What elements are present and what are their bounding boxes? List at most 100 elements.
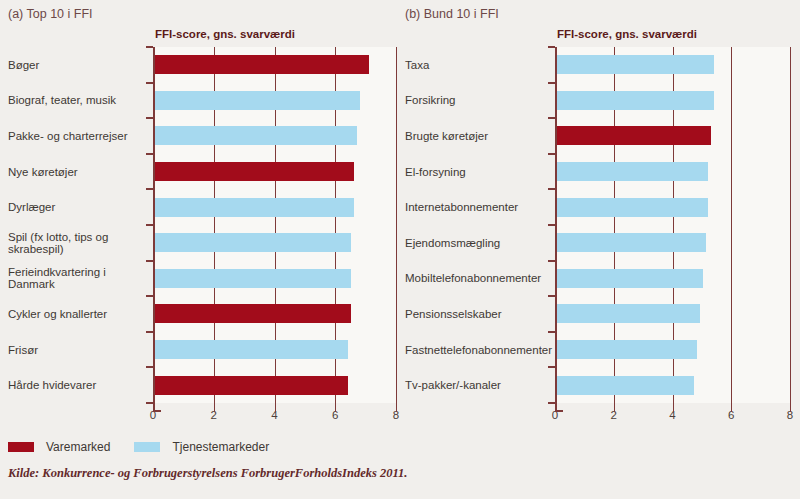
bar-varemarked — [155, 55, 369, 74]
bar-tjenestemarked — [557, 269, 703, 288]
bar-tjenestemarked — [557, 340, 697, 359]
bar-tjenestemarked — [155, 198, 354, 217]
gridline — [790, 47, 791, 412]
legend: Varemarked Tjenestemarkeder — [8, 440, 269, 454]
bar-tjenestemarked — [557, 162, 708, 181]
bar-row — [155, 154, 396, 190]
y-axis-tick — [146, 366, 153, 368]
bar-row — [155, 296, 396, 332]
bar-row — [557, 83, 790, 119]
chart-a-category-labels: BøgerBiograf, teater, musikPakke- og cha… — [8, 47, 153, 403]
category-label: Dyrlæger — [8, 189, 153, 225]
bar-row — [155, 367, 396, 403]
category-label: Taxa — [405, 47, 555, 83]
bar-varemarked — [155, 162, 354, 181]
chart-a-axis-corner — [153, 410, 161, 412]
y-axis-tick — [146, 117, 153, 119]
chart-a-axis-title: FFI-score, gns. svarværdi — [153, 23, 396, 47]
chart-a-y-axis-line — [153, 47, 155, 412]
y-axis-tick — [548, 295, 555, 297]
category-label: El-forsyning — [405, 154, 555, 190]
chart-bottom10-ffi: (b) Bund 10 i FFI FFI-score, gns. svarvæ… — [405, 6, 790, 427]
y-axis-tick — [146, 331, 153, 333]
y-axis-tick — [548, 366, 555, 368]
category-label: Tv-pakker/-kanaler — [405, 367, 555, 403]
y-axis-tick — [548, 117, 555, 119]
chart-b-plot — [555, 47, 790, 403]
category-label: Nye køretøjer — [8, 154, 153, 190]
legend-label-varemarked: Varemarked — [46, 440, 110, 454]
chart-a-area: FFI-score, gns. svarværdi BøgerBiograf, … — [8, 23, 396, 427]
category-label: Frisør — [8, 332, 153, 368]
y-axis-tick — [548, 46, 555, 48]
bar-tjenestemarked — [557, 198, 708, 217]
category-label: Ejendomsmægling — [405, 225, 555, 261]
y-axis-tick — [146, 260, 153, 262]
tjenestemarkeder-swatch-icon — [134, 442, 160, 452]
bar-row — [557, 261, 790, 297]
category-label: Biograf, teater, musik — [8, 83, 153, 119]
bar-tjenestemarked — [557, 55, 714, 74]
bar-row — [155, 83, 396, 119]
y-axis-tick — [146, 153, 153, 155]
legend-label-tjenestemarkeder: Tjenestemarkeder — [172, 440, 269, 454]
panel-b-title: (b) Bund 10 i FFI — [405, 6, 790, 23]
y-axis-tick — [548, 153, 555, 155]
category-label: Ferieindkvartering i Danmark — [8, 261, 153, 297]
category-label: Pakke- og charterrejser — [8, 118, 153, 154]
category-label: Spil (fx lotto, tips og skrabespil) — [8, 225, 153, 261]
bar-tjenestemarked — [155, 126, 357, 145]
bar-row — [155, 47, 396, 83]
bar-row — [557, 47, 790, 83]
chart-b-axis-corner — [555, 410, 563, 412]
bar-tjenestemarked — [557, 91, 714, 110]
y-axis-tick — [146, 188, 153, 190]
bar-tjenestemarked — [557, 233, 706, 252]
category-label: Cykler og knallerter — [8, 296, 153, 332]
category-label: Brugte køretøjer — [405, 118, 555, 154]
bar-row — [155, 118, 396, 154]
category-label: Mobiltelefonabonnementer — [405, 261, 555, 297]
chart-b-category-labels: TaxaForsikringBrugte køretøjerEl-forsyni… — [405, 47, 555, 403]
bar-row — [557, 118, 790, 154]
bar-tjenestemarked — [155, 91, 360, 110]
chart-b-area: FFI-score, gns. svarværdi TaxaForsikring… — [405, 23, 790, 427]
bar-varemarked — [155, 376, 348, 395]
y-axis-tick — [146, 82, 153, 84]
category-label: Bøger — [8, 47, 153, 83]
category-label: Hårde hvidevarer — [8, 367, 153, 403]
chart-top10-ffi: (a) Top 10 i FFI FFI-score, gns. svarvær… — [8, 6, 396, 427]
bar-row — [557, 189, 790, 225]
bar-row — [557, 367, 790, 403]
y-axis-tick — [548, 224, 555, 226]
y-axis-tick — [548, 402, 555, 404]
y-axis-tick — [146, 402, 153, 404]
y-axis-tick — [146, 295, 153, 297]
y-axis-tick — [146, 46, 153, 48]
category-label: Forsikring — [405, 83, 555, 119]
gridline — [396, 47, 397, 412]
bar-tjenestemarked — [557, 376, 694, 395]
bar-varemarked — [557, 126, 711, 145]
chart-b-y-axis-line — [555, 47, 557, 412]
bar-row — [155, 261, 396, 297]
bar-tjenestemarked — [155, 233, 351, 252]
bar-varemarked — [155, 304, 351, 323]
category-label: Internetabonnementer — [405, 189, 555, 225]
category-label: Fastnettelefonabonnementer — [405, 332, 555, 368]
varemarked-swatch-icon — [8, 442, 34, 452]
bar-row — [155, 189, 396, 225]
y-axis-tick — [548, 260, 555, 262]
ffi-score-figure: (a) Top 10 i FFI FFI-score, gns. svarvær… — [0, 0, 800, 499]
category-label: Pensionsselskaber — [405, 296, 555, 332]
bar-row — [557, 154, 790, 190]
bar-tjenestemarked — [155, 269, 351, 288]
chart-b-axis-title: FFI-score, gns. svarværdi — [555, 23, 790, 47]
bar-row — [557, 225, 790, 261]
y-axis-tick — [548, 331, 555, 333]
source-note: Kilde: Konkurrence- og Forbrugerstyrelse… — [8, 466, 407, 481]
legend-item-tjenestemarkeder: Tjenestemarkeder — [134, 440, 269, 454]
bar-tjenestemarked — [557, 304, 700, 323]
panel-a-title: (a) Top 10 i FFI — [8, 6, 396, 23]
legend-item-varemarked: Varemarked — [8, 440, 110, 454]
